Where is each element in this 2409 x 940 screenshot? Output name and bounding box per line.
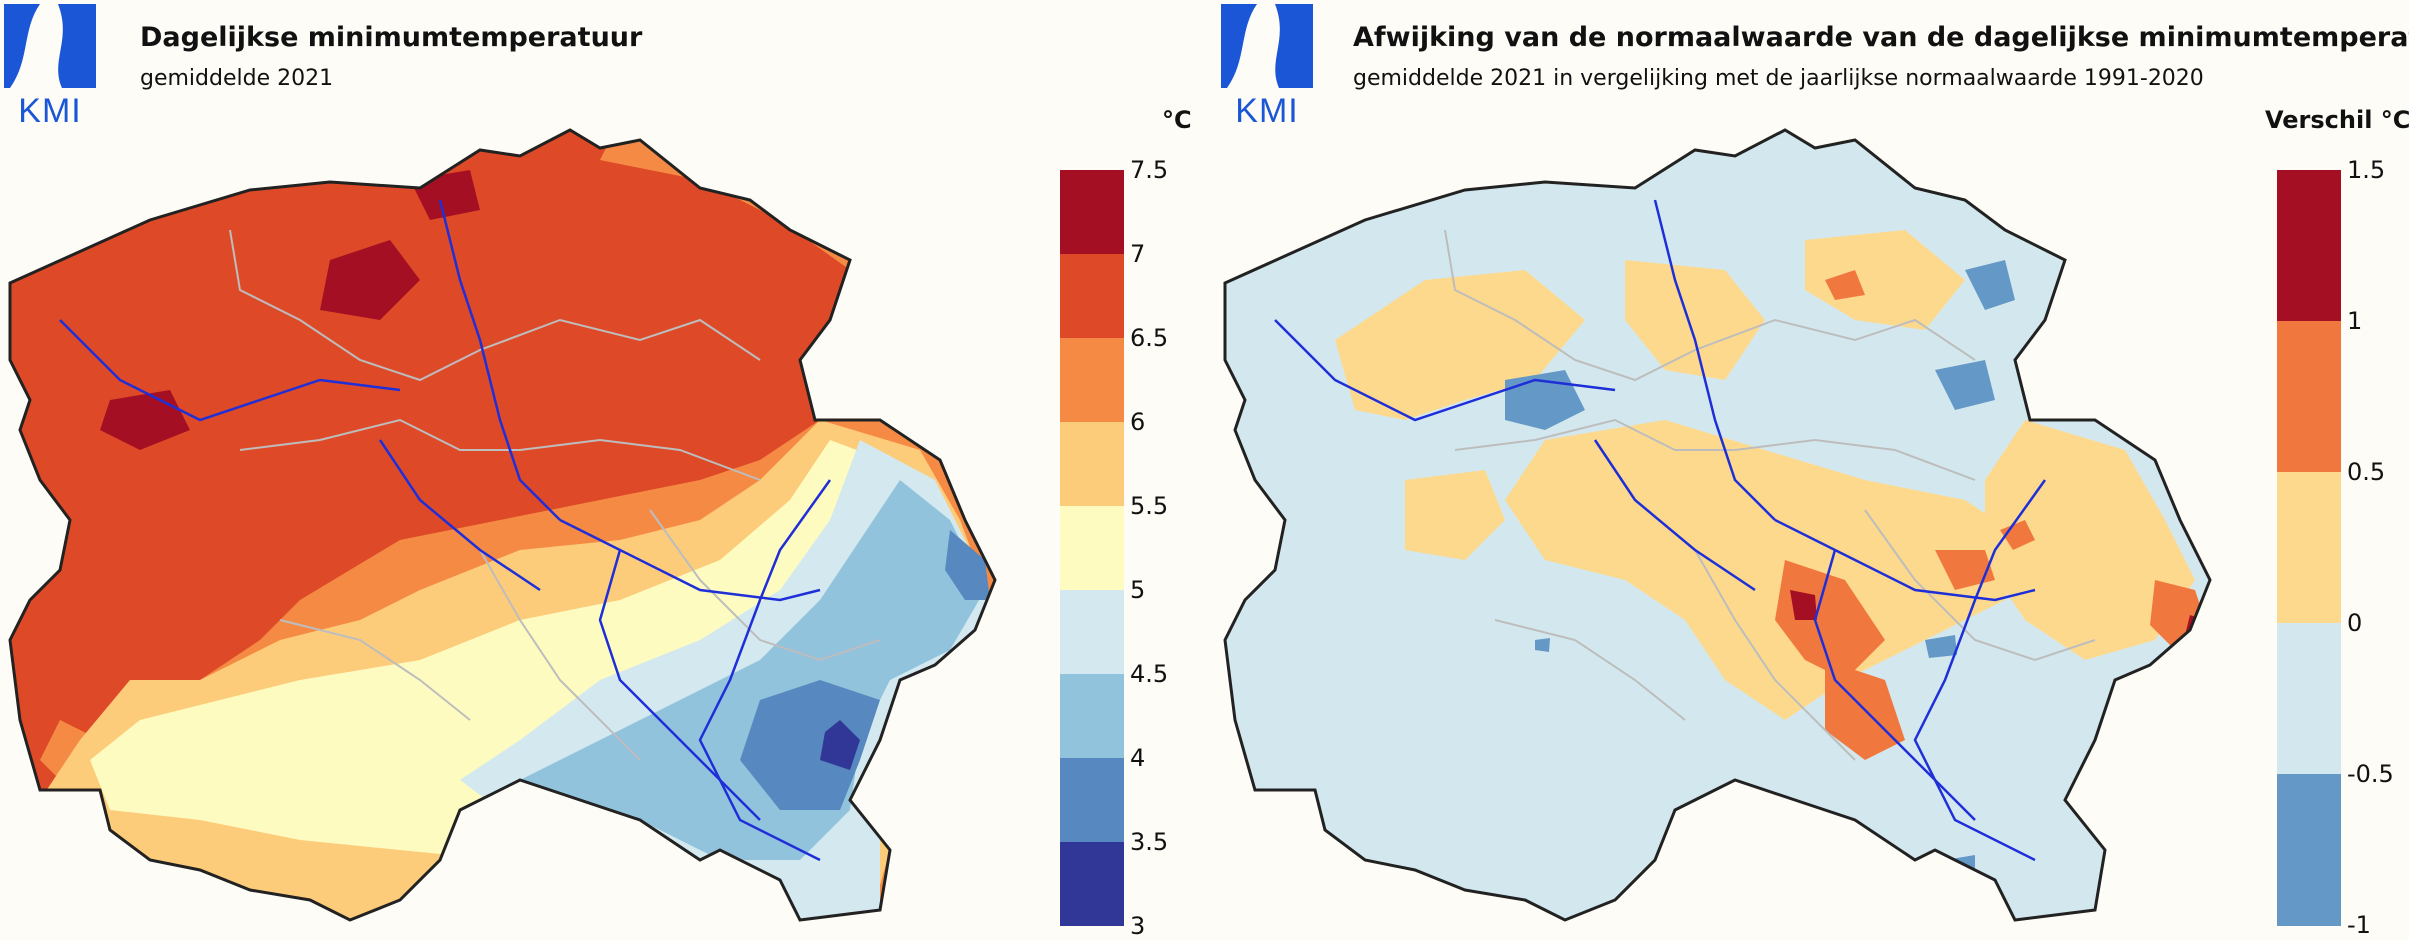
legend-bin bbox=[2277, 321, 2341, 472]
legend-bin bbox=[2277, 774, 2341, 926]
legend-bin bbox=[1060, 170, 1124, 254]
legend-bin bbox=[1060, 674, 1124, 758]
legend-label: -0.5 bbox=[2347, 760, 2394, 788]
temperature-map-panel: KMI Dagelijkse minimumtemperatuur gemidd… bbox=[0, 0, 1205, 940]
legend-label: 6 bbox=[1130, 408, 1146, 436]
legend-label: 7 bbox=[1130, 240, 1146, 268]
map-title: Dagelijkse minimumtemperatuur bbox=[140, 22, 643, 53]
legend-label: 7.5 bbox=[1130, 156, 1169, 184]
legend-bin bbox=[1060, 758, 1124, 842]
legend-bin bbox=[1060, 842, 1124, 926]
anomaly-map-panel: KMI Afwijking van de normaalwaarde van d… bbox=[1205, 0, 2409, 939]
map-subtitle: gemiddelde 2021 bbox=[140, 66, 334, 91]
belgium-anomaly-map bbox=[1223, 128, 2212, 922]
legend-label: 4.5 bbox=[1130, 660, 1169, 688]
legend-label: 1.5 bbox=[2347, 156, 2386, 184]
legend-bin bbox=[1060, 338, 1124, 422]
legend-bin bbox=[1060, 422, 1124, 506]
legend-label: 6.5 bbox=[1130, 324, 1169, 352]
legend-label: 3 bbox=[1130, 912, 1146, 940]
legend-bin bbox=[1060, 590, 1124, 674]
color-legend: 7.5 7 6.5 6 5.5 5 4.5 4 3.5 3 bbox=[1060, 156, 1168, 940]
kmi-logo bbox=[1221, 4, 1313, 88]
color-legend: 1.5 1 0.5 0 -0.5 -1 bbox=[2277, 156, 2394, 939]
map-title: Afwijking van de normaalwaarde van de da… bbox=[1353, 22, 2409, 53]
legend-bin bbox=[1060, 506, 1124, 590]
legend-label: -1 bbox=[2347, 911, 2371, 939]
legend-bin bbox=[1060, 254, 1124, 338]
legend-unit: Verschil °C bbox=[2265, 106, 2409, 134]
legend-label: 1 bbox=[2347, 307, 2363, 335]
kmi-logo bbox=[4, 4, 96, 88]
legend-label: 4 bbox=[1130, 744, 1146, 772]
legend-unit: °C bbox=[1162, 106, 1192, 134]
legend-label: 3.5 bbox=[1130, 828, 1169, 856]
legend-label: 5 bbox=[1130, 576, 1146, 604]
legend-label: 0 bbox=[2347, 609, 2363, 637]
legend-bin bbox=[2277, 472, 2341, 623]
map-subtitle: gemiddelde 2021 in vergelijking met de j… bbox=[1353, 66, 2204, 91]
belgium-temperature-map bbox=[8, 128, 997, 922]
legend-bin bbox=[2277, 623, 2341, 774]
legend-label: 5.5 bbox=[1130, 492, 1169, 520]
logo-text: KMI bbox=[18, 92, 82, 130]
logo-text: KMI bbox=[1235, 92, 1299, 130]
legend-label: 0.5 bbox=[2347, 458, 2386, 486]
legend-bin bbox=[2277, 170, 2341, 321]
